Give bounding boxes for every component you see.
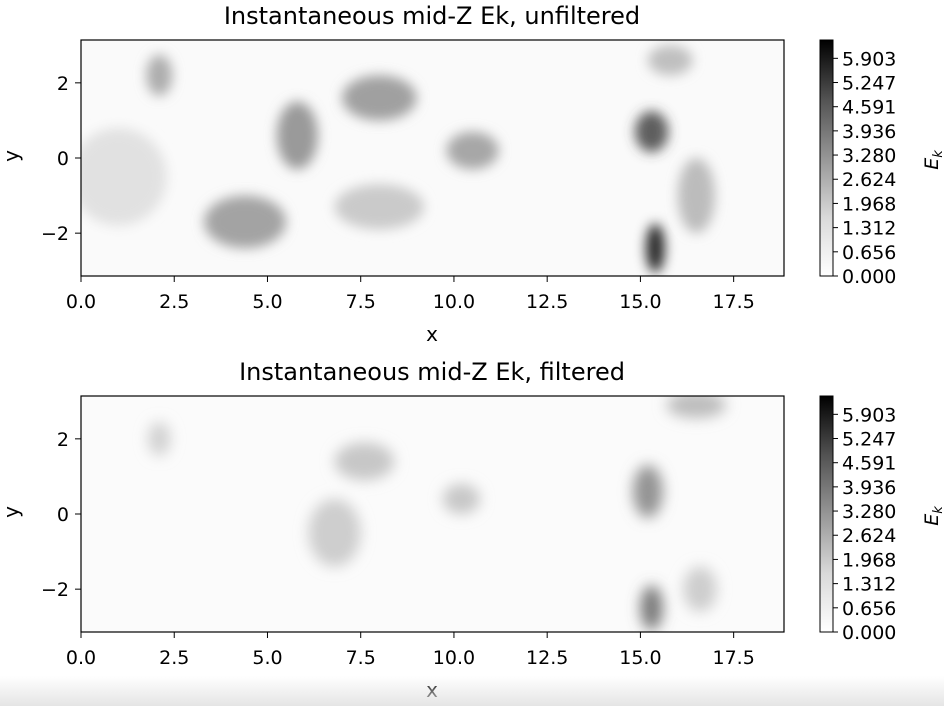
x-tick-label: 17.5	[712, 647, 754, 669]
colorbar-tick-label: 5.247	[842, 429, 896, 451]
colorbar	[819, 39, 834, 277]
colorbar-label-main: E	[921, 158, 943, 170]
heatmap-feature	[342, 75, 417, 121]
x-tick-label: 12.5	[526, 647, 568, 669]
heatmap-feature	[632, 465, 663, 518]
heatmap-feature	[81, 127, 167, 226]
heatmap-field	[81, 45, 716, 273]
colorbar-tick-label: 4.591	[842, 453, 896, 475]
x-tick-label: 2.5	[159, 647, 189, 669]
colorbar-label: Ek	[921, 506, 944, 526]
colorbar-tick-label: 0.000	[842, 622, 896, 644]
heatmap-feature	[683, 566, 717, 612]
chart-title: Instantaneous mid-Z Ek, filtered	[239, 358, 625, 386]
heatmap-feature	[308, 498, 361, 567]
colorbar-label-sub: k	[931, 506, 944, 514]
x-tick-label: 7.5	[346, 647, 376, 669]
x-tick-label: 5.0	[252, 291, 282, 313]
x-tick-label: 0.0	[66, 647, 96, 669]
heatmap-feature	[334, 184, 425, 230]
colorbar-tick-label: 5.903	[842, 48, 896, 70]
colorbar-tick-label: 3.936	[842, 121, 896, 143]
panel-filtered: Instantaneous mid-Z Ek, filtered 0.0 2.5 5…	[0, 358, 944, 702]
heatmap-background	[81, 396, 784, 632]
y-axis: −2 0 2	[41, 73, 81, 245]
colorbar-tick-label: 0.656	[842, 598, 896, 620]
heatmap-feature	[442, 483, 481, 514]
heatmap-feature	[634, 111, 669, 153]
colorbar-label-main: E	[921, 514, 943, 526]
colorbar-tick-label: 1.968	[842, 549, 896, 571]
chart-title: Instantaneous mid-Z Ek, unfiltered	[224, 2, 640, 30]
y-tick-label: 0	[57, 504, 69, 526]
x-tick-label: 17.5	[712, 291, 754, 313]
heatmap-feature	[276, 101, 318, 170]
heatmap-feature	[666, 396, 727, 419]
colorbar-tick-label: 0.656	[842, 242, 896, 264]
colorbar-tick-label: 3.280	[842, 501, 896, 523]
colorbar-tick-label: 3.936	[842, 477, 896, 499]
heatmap-feature	[640, 585, 663, 631]
x-tick-label: 10.0	[433, 647, 475, 669]
colorbar-label: Ek	[921, 150, 944, 170]
x-axis: 0.0 2.5 5.0 7.5 10.0 12.5 15.0 17.5	[66, 632, 755, 669]
y-tick-label: −2	[41, 579, 69, 601]
y-tick-label: −2	[41, 223, 69, 245]
colorbar	[819, 395, 834, 633]
heatmap-feature	[647, 45, 693, 76]
colorbar-tick-label: 3.280	[842, 145, 896, 167]
x-tick-label: 5.0	[252, 647, 282, 669]
x-axis-label: x	[426, 678, 438, 702]
y-tick-label: 2	[57, 73, 69, 95]
colorbar-tick-label: 4.591	[842, 97, 896, 119]
heatmap-feature	[204, 195, 287, 249]
x-tick-label: 15.0	[619, 647, 661, 669]
colorbar-tick-label: 1.312	[842, 218, 896, 240]
heatmap-feature	[646, 223, 665, 273]
x-axis-label: x	[426, 322, 438, 346]
y-axis-label: y	[0, 506, 23, 518]
x-tick-label: 7.5	[346, 291, 376, 313]
x-tick-label: 2.5	[159, 291, 189, 313]
x-tick-label: 15.0	[619, 291, 661, 313]
heatmap-feature	[446, 131, 499, 170]
colorbar-label-sub: k	[931, 150, 944, 158]
colorbar-tick-label: 5.247	[842, 73, 896, 95]
colorbar-tick-label: 0.000	[842, 266, 896, 288]
colorbar-tick-label: 1.968	[842, 193, 896, 215]
colorbar-tick-label: 5.903	[842, 404, 896, 426]
x-tick-label: 10.0	[433, 291, 475, 313]
heatmap-feature	[146, 54, 173, 96]
x-axis: 0.0 2.5 5.0 7.5 10.0 12.5 15.0 17.5	[66, 276, 755, 313]
x-tick-label: 12.5	[526, 291, 568, 313]
heatmap-field	[148, 396, 727, 631]
y-axis: −2 0 2	[41, 429, 81, 601]
y-tick-label: 2	[57, 429, 69, 451]
heatmap-feature	[677, 158, 716, 234]
colorbar-tick-label: 1.312	[842, 574, 896, 596]
panel-unfiltered: Instantaneous mid-Z Ek, unfiltered 0.0 2.…	[0, 2, 944, 346]
y-tick-label: 0	[57, 148, 69, 170]
colorbar-tick-label: 2.624	[842, 169, 896, 191]
heatmap-feature	[148, 421, 171, 456]
heatmap-background	[81, 40, 784, 276]
y-axis-label: y	[0, 150, 23, 162]
colorbar-tick-label: 2.624	[842, 525, 896, 547]
x-tick-label: 0.0	[66, 291, 96, 313]
heatmap-feature	[334, 442, 395, 481]
